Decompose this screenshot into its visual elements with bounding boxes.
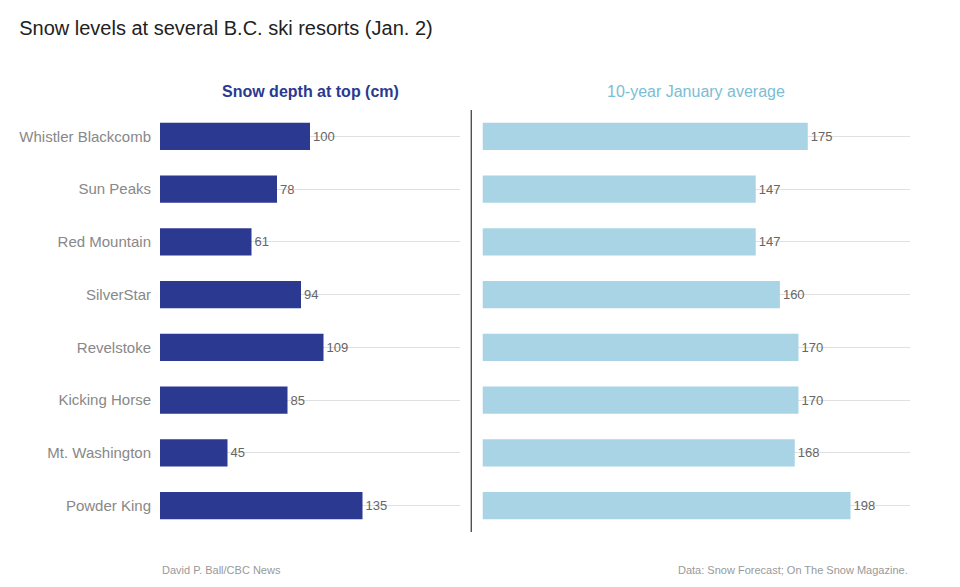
svg-text:Data: Snow Forecast; On The Sn: Data: Snow Forecast; On The Snow Magazin… [678,564,908,576]
svg-text:SilverStar: SilverStar [86,286,151,303]
svg-text:Whistler Blackcomb: Whistler Blackcomb [19,128,151,145]
svg-text:168: 168 [798,445,820,460]
svg-text:198: 198 [854,498,876,513]
svg-text:Powder King: Powder King [66,497,151,514]
svg-text:Snow levels at several B.C. sk: Snow levels at several B.C. ski resorts … [19,17,432,39]
svg-text:170: 170 [801,340,823,355]
svg-text:109: 109 [327,340,349,355]
svg-text:78: 78 [280,182,294,197]
svg-text:Snow depth at top (cm): Snow depth at top (cm) [222,83,399,100]
svg-text:94: 94 [304,287,318,302]
svg-text:147: 147 [759,182,781,197]
svg-text:100: 100 [313,129,335,144]
svg-text:135: 135 [366,498,388,513]
svg-text:Revelstoke: Revelstoke [77,339,151,356]
svg-text:Sun Peaks: Sun Peaks [78,180,151,197]
svg-text:61: 61 [255,234,269,249]
svg-text:Red Mountain: Red Mountain [58,233,151,250]
svg-text:45: 45 [231,445,245,460]
svg-text:147: 147 [759,234,781,249]
svg-text:David P. Ball/CBC News: David P. Ball/CBC News [162,564,281,576]
svg-text:170: 170 [801,393,823,408]
svg-text:10-year January average: 10-year January average [607,83,785,100]
svg-text:Kicking Horse: Kicking Horse [58,391,151,408]
svg-text:85: 85 [291,393,305,408]
svg-text:175: 175 [811,129,833,144]
svg-text:160: 160 [783,287,805,302]
svg-text:Mt. Washington: Mt. Washington [47,444,151,461]
